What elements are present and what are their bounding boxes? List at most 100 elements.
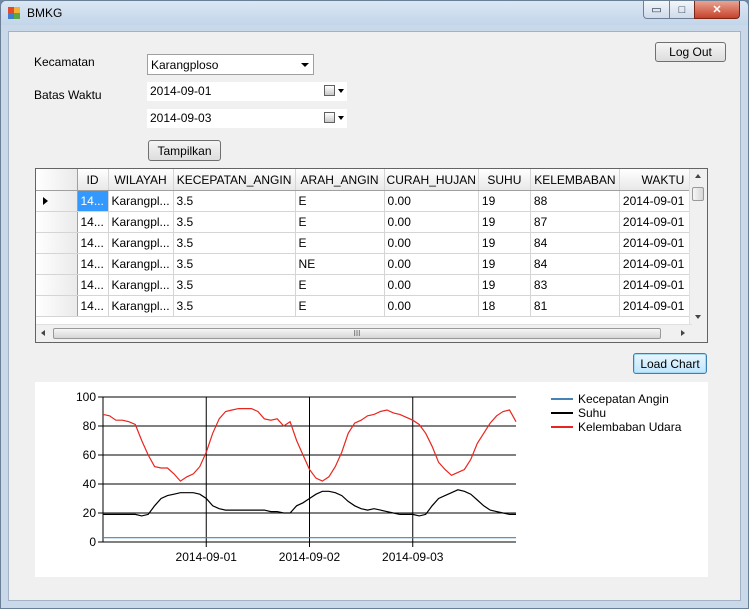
column-header[interactable]: WILAYAH [108, 169, 174, 191]
table-cell[interactable]: 0.00 [384, 253, 479, 275]
row-header[interactable] [36, 253, 78, 275]
legend-label: Kecepatan Angin [578, 392, 669, 406]
table-cell[interactable]: Karangpl... [108, 211, 174, 233]
title-bar[interactable]: BMKG ▭ □ ✕ [1, 1, 748, 25]
table-cell[interactable]: 0.00 [384, 232, 479, 254]
table-cell[interactable]: E [295, 232, 385, 254]
table-cell[interactable]: 84 [530, 253, 620, 275]
close-button[interactable]: ✕ [694, 1, 740, 19]
horizontal-scroll-thumb[interactable]: III [53, 328, 661, 339]
table-cell[interactable]: 14... [77, 232, 109, 254]
column-header[interactable]: WAKTU [619, 169, 707, 191]
table-cell[interactable]: Karangpl... [108, 190, 174, 212]
table-cell[interactable]: 0.00 [384, 211, 479, 233]
data-grid[interactable]: ID WILAYAH KECEPATAN_ANGIN ARAH_ANGIN CU… [35, 168, 708, 343]
table-cell[interactable]: 3.5 [173, 190, 296, 212]
table-cell[interactable]: E [295, 295, 385, 317]
chevron-down-icon[interactable] [338, 116, 344, 120]
close-icon: ✕ [712, 4, 722, 16]
y-tick-label: 40 [83, 477, 97, 491]
column-header[interactable]: ID [77, 169, 109, 191]
table-cell[interactable]: 19 [478, 274, 531, 296]
horizontal-scrollbar[interactable]: III [36, 324, 692, 342]
scroll-up-icon[interactable] [695, 174, 701, 178]
y-tick-label: 60 [83, 448, 97, 462]
table-cell[interactable]: Karangpl... [108, 253, 174, 275]
table-row[interactable]: 14... Karangpl... 3.5 E 0.00 19 88 2014-… [36, 190, 707, 212]
table-cell[interactable]: 19 [478, 232, 531, 254]
table-cell[interactable]: E [295, 211, 385, 233]
table-cell[interactable]: 0.00 [384, 274, 479, 296]
table-cell[interactable]: 3.5 [173, 274, 296, 296]
series-line-suhu [103, 489, 516, 517]
chevron-down-icon[interactable] [301, 63, 309, 67]
x-tick-label: 2014-09-02 [279, 550, 341, 564]
row-header[interactable] [36, 211, 78, 233]
row-header[interactable] [36, 295, 78, 317]
row-header[interactable] [36, 190, 78, 212]
column-header[interactable]: CURAH_HUJAN [384, 169, 479, 191]
table-cell[interactable]: 84 [530, 232, 620, 254]
table-cell[interactable]: 3.5 [173, 211, 296, 233]
table-row[interactable]: 14... Karangpl... 3.5 E 0.00 19 83 2014-… [36, 274, 707, 296]
table-cell[interactable]: 14... [77, 274, 109, 296]
data-table: ID WILAYAH KECEPATAN_ANGIN ARAH_ANGIN CU… [36, 169, 707, 317]
table-cell[interactable]: 81 [530, 295, 620, 317]
kecamatan-combobox[interactable]: Karangploso [147, 54, 314, 75]
table-cell[interactable]: 14... [77, 190, 109, 212]
table-cell[interactable]: 18 [478, 295, 531, 317]
table-row[interactable]: 14... Karangpl... 3.5 E 0.00 19 84 2014-… [36, 232, 707, 254]
date-to-value: 2014-09-03 [150, 111, 212, 125]
table-cell[interactable]: 19 [478, 253, 531, 275]
date-from-picker[interactable]: 2014-09-01 [147, 82, 347, 101]
chevron-down-icon[interactable] [338, 89, 344, 93]
scroll-right-icon[interactable] [681, 330, 685, 336]
table-cell[interactable]: 14... [77, 211, 109, 233]
table-cell[interactable]: E [295, 190, 385, 212]
calendar-icon[interactable] [324, 112, 335, 123]
table-cell[interactable]: 19 [478, 211, 531, 233]
calendar-icon[interactable] [324, 85, 335, 96]
date-to-picker[interactable]: 2014-09-03 [147, 109, 347, 128]
minimize-button[interactable]: ▭ [643, 1, 670, 19]
table-cell[interactable]: Karangpl... [108, 295, 174, 317]
table-cell[interactable]: 19 [478, 190, 531, 212]
row-header[interactable] [36, 274, 78, 296]
chart-series [102, 408, 517, 539]
table-cell[interactable]: 3.5 [173, 253, 296, 275]
table-cell[interactable]: 87 [530, 211, 620, 233]
table-cell[interactable]: Karangpl... [108, 232, 174, 254]
table-cell[interactable]: 3.5 [173, 232, 296, 254]
scroll-down-icon[interactable] [695, 315, 701, 319]
load-chart-button[interactable]: Load Chart [633, 353, 707, 374]
chart-gridlines [103, 396, 516, 547]
table-cell[interactable]: Karangpl... [108, 274, 174, 296]
column-header[interactable]: SUHU [478, 169, 531, 191]
maximize-button[interactable]: □ [669, 1, 695, 19]
scroll-left-icon[interactable] [41, 330, 45, 336]
legend-label: Kelembaban Udara [578, 420, 682, 434]
table-cell[interactable]: NE [295, 253, 385, 275]
table-row[interactable]: 14... Karangpl... 3.5 NE 0.00 19 84 2014… [36, 253, 707, 275]
table-row[interactable]: 14... Karangpl... 3.5 E 0.00 18 81 2014-… [36, 295, 707, 317]
column-header[interactable]: ARAH_ANGIN [295, 169, 385, 191]
grid-header-row: ID WILAYAH KECEPATAN_ANGIN ARAH_ANGIN CU… [36, 169, 707, 191]
scroll-grip-icon: III [353, 329, 361, 338]
column-header[interactable]: KELEMBABAN [530, 169, 620, 191]
table-cell[interactable]: 0.00 [384, 295, 479, 317]
table-cell[interactable]: 83 [530, 274, 620, 296]
logout-button[interactable]: Log Out [655, 42, 726, 62]
table-cell[interactable]: 14... [77, 253, 109, 275]
column-header[interactable]: KECEPATAN_ANGIN [173, 169, 296, 191]
table-cell[interactable]: E [295, 274, 385, 296]
tampilkan-button[interactable]: Tampilkan [148, 140, 221, 161]
vertical-scroll-thumb[interactable] [692, 187, 704, 201]
table-cell[interactable]: 88 [530, 190, 620, 212]
table-row[interactable]: 14... Karangpl... 3.5 E 0.00 19 87 2014-… [36, 211, 707, 233]
table-cell[interactable]: 14... [77, 295, 109, 317]
row-header[interactable] [36, 232, 78, 254]
maximize-icon: □ [678, 3, 686, 16]
vertical-scrollbar[interactable] [689, 169, 707, 325]
table-cell[interactable]: 3.5 [173, 295, 296, 317]
table-cell[interactable]: 0.00 [384, 190, 479, 212]
